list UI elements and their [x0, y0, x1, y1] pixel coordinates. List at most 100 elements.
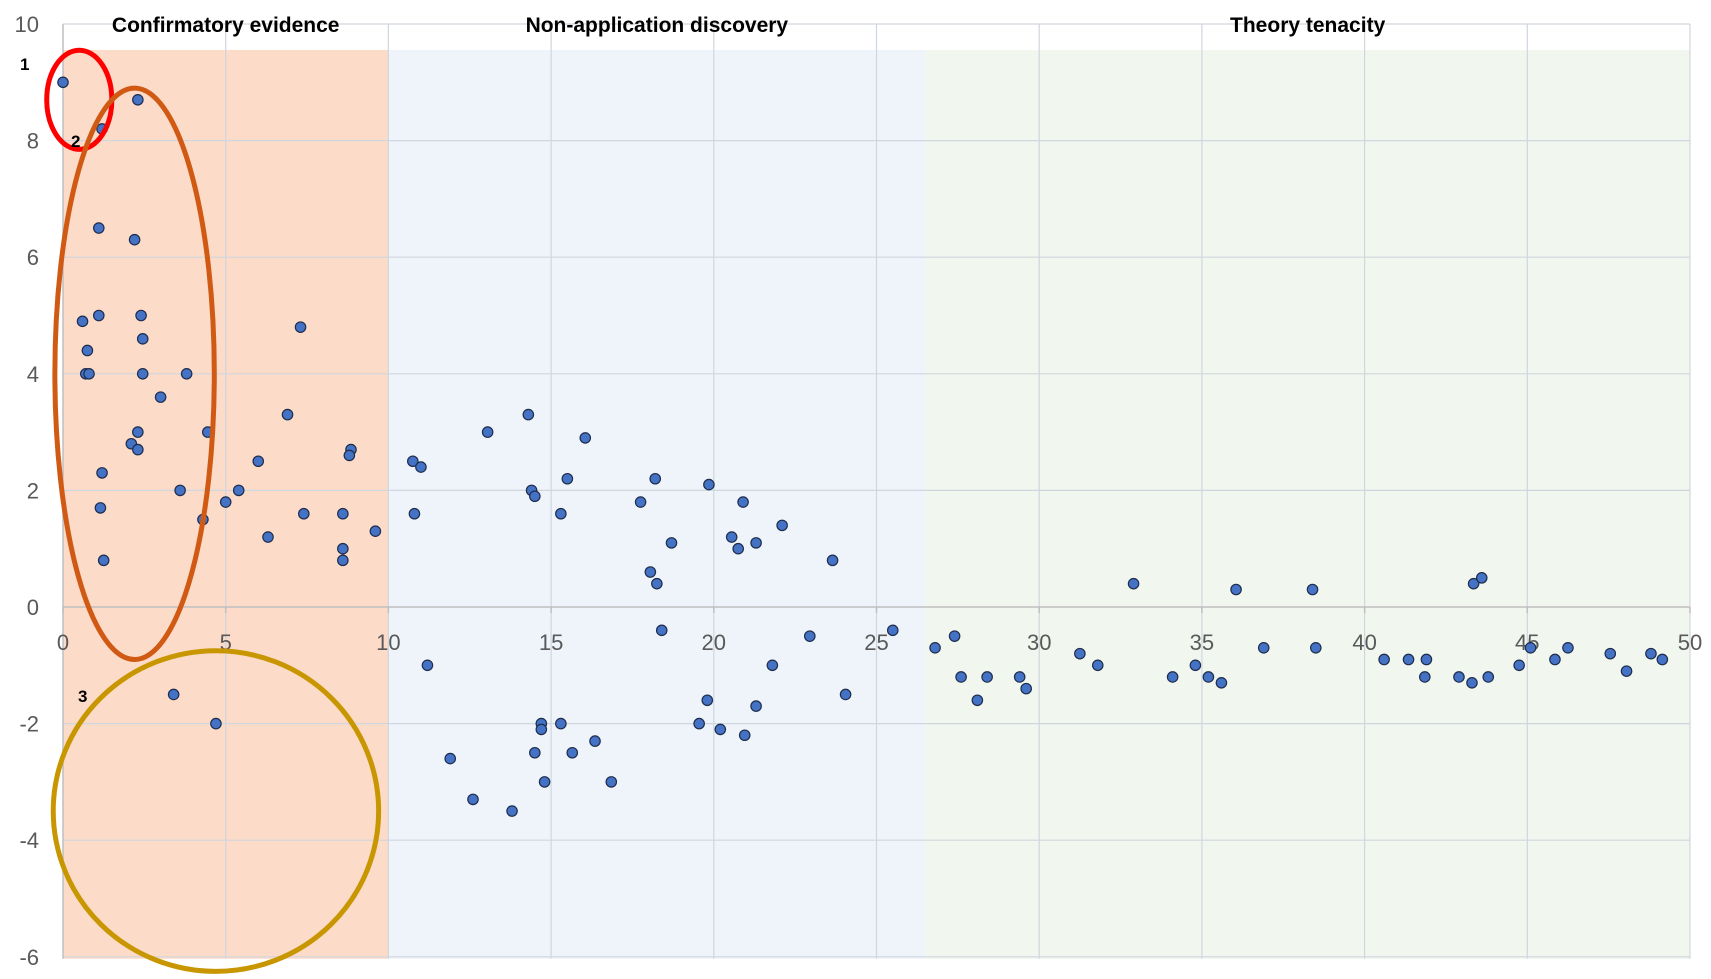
x-tick-labels: 0 5 10 15 20 25 30 35 40 45 50 [57, 630, 1702, 655]
annotation-shapes: 1 2 3 [20, 47, 382, 974]
data-point [1091, 659, 1104, 672]
data-point [337, 507, 349, 520]
data-point [135, 309, 147, 322]
data-point [219, 496, 232, 508]
x-tick-label: 0 [57, 630, 69, 655]
data-point [1604, 647, 1617, 660]
annotation-circle-3 [50, 648, 382, 974]
data-point [529, 746, 541, 759]
data-point [634, 496, 647, 508]
data-point [529, 490, 541, 503]
data-point [76, 315, 89, 328]
annotation-label-2: 2 [71, 132, 80, 151]
y-tick-label: 0 [27, 595, 39, 620]
data-point [1645, 647, 1657, 660]
data-point [1549, 653, 1561, 666]
data-point [701, 694, 714, 707]
data-point [535, 723, 548, 736]
data-point [1202, 671, 1215, 683]
x-tick-label: 10 [376, 630, 400, 655]
data-point [297, 507, 310, 520]
data-point [337, 542, 349, 555]
data-point [1524, 642, 1537, 654]
data-point [561, 472, 574, 485]
data-point [955, 671, 967, 683]
data-point [294, 321, 307, 333]
data-point [579, 432, 592, 444]
data-point [651, 577, 663, 590]
annotation-label-3: 3 [78, 687, 87, 706]
y-tick-labels: 10 8 6 4 2 0 -2 -4 -6 [15, 12, 39, 970]
data-point [538, 776, 551, 788]
data-point [408, 507, 421, 520]
data-point [128, 233, 141, 246]
data-point [92, 222, 105, 234]
data-point [703, 478, 715, 491]
region-band-3 [925, 50, 1690, 959]
y-tick-label: -6 [19, 945, 39, 970]
data-point [132, 443, 144, 456]
data-point [1656, 653, 1669, 666]
data-point [96, 467, 108, 479]
data-point [803, 630, 816, 642]
data-point [1466, 676, 1478, 689]
data-point [154, 391, 167, 403]
data-point [750, 700, 762, 712]
x-tick-label: 25 [864, 630, 888, 655]
data-point [839, 688, 852, 701]
x-tick-label: 50 [1678, 630, 1702, 655]
data-point [83, 367, 95, 380]
data-point [776, 519, 788, 532]
region-label: Confirmatory evidence [112, 14, 340, 37]
annotation-ellipse-2 [52, 85, 217, 662]
y-tick-label: 2 [27, 478, 39, 503]
data-point [737, 496, 749, 508]
data-point [369, 525, 382, 538]
data-point [522, 408, 535, 421]
y-tick-label: 6 [27, 245, 39, 270]
data-point [1562, 642, 1574, 654]
data-point [725, 531, 738, 543]
data-point [467, 793, 479, 806]
data-point [57, 76, 69, 89]
data-point [948, 630, 961, 642]
data-point [1020, 682, 1032, 695]
data-point [1309, 642, 1322, 654]
data-point [1127, 577, 1140, 590]
y-tick-label: 10 [15, 12, 39, 37]
annotation-label-1: 1 [20, 55, 29, 74]
data-point [1402, 653, 1415, 666]
data-point [506, 805, 518, 817]
data-point [1475, 572, 1488, 584]
data-point [738, 729, 751, 742]
data-point [665, 537, 678, 549]
data-point [174, 484, 186, 497]
data-point [714, 723, 727, 736]
data-point [1189, 659, 1202, 672]
data-point [605, 776, 618, 788]
data-point [1306, 583, 1319, 596]
data-point [136, 333, 149, 345]
region-label: Non-application discovery [526, 14, 789, 37]
region-label: Theory tenacity [1230, 14, 1386, 37]
data-point [693, 717, 705, 730]
data-point [732, 542, 745, 555]
data-point [180, 367, 193, 380]
data-point [1453, 671, 1465, 683]
data-point [826, 554, 839, 567]
data-point [343, 449, 356, 462]
data-point [1418, 671, 1431, 683]
data-point [481, 426, 494, 438]
data-point [589, 735, 601, 747]
x-tick-label: 30 [1027, 630, 1051, 655]
data-point [281, 408, 294, 421]
data-point [555, 507, 567, 520]
region-band-2 [388, 50, 926, 959]
region-labels: Confirmatory evidence Non-application dis… [112, 14, 1386, 37]
data-point [421, 659, 434, 672]
data-point [1513, 659, 1525, 672]
data-point [81, 344, 94, 357]
data-point [1013, 671, 1026, 683]
data-point [1420, 653, 1433, 666]
